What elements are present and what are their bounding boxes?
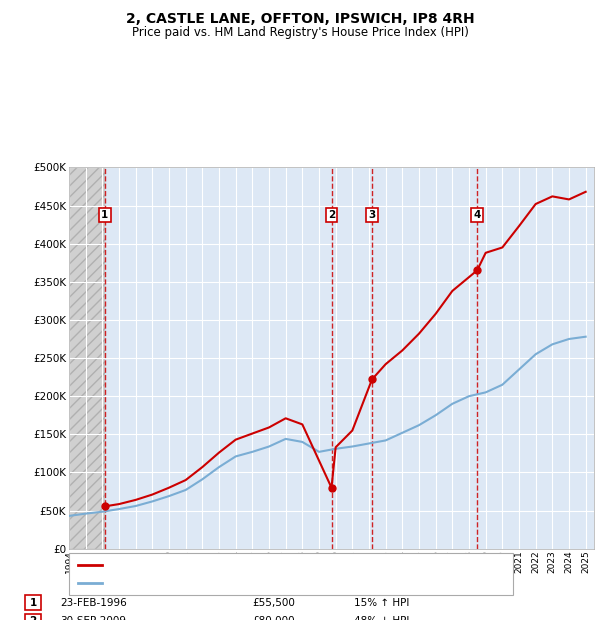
Text: 2, CASTLE LANE, OFFTON, IPSWICH, IP8 4RH (semi-detached house): 2, CASTLE LANE, OFFTON, IPSWICH, IP8 4RH… — [106, 560, 439, 570]
Text: HPI: Average price, semi-detached house, Mid Suffolk: HPI: Average price, semi-detached house,… — [106, 578, 368, 588]
Bar — [69, 167, 104, 549]
Text: 2: 2 — [328, 210, 335, 220]
Text: 30-SEP-2009: 30-SEP-2009 — [60, 616, 126, 620]
Text: 1: 1 — [29, 598, 37, 608]
Text: £55,500: £55,500 — [252, 598, 295, 608]
Text: 15% ↑ HPI: 15% ↑ HPI — [354, 598, 409, 608]
Text: 2, CASTLE LANE, OFFTON, IPSWICH, IP8 4RH: 2, CASTLE LANE, OFFTON, IPSWICH, IP8 4RH — [125, 12, 475, 27]
Text: 48% ↓ HPI: 48% ↓ HPI — [354, 616, 409, 620]
Text: 23-FEB-1996: 23-FEB-1996 — [60, 598, 127, 608]
Text: 1: 1 — [101, 210, 108, 220]
Text: 3: 3 — [368, 210, 376, 220]
Text: £80,000: £80,000 — [252, 616, 295, 620]
Text: 4: 4 — [473, 210, 481, 220]
Text: Price paid vs. HM Land Registry's House Price Index (HPI): Price paid vs. HM Land Registry's House … — [131, 26, 469, 39]
Text: 2: 2 — [29, 616, 37, 620]
